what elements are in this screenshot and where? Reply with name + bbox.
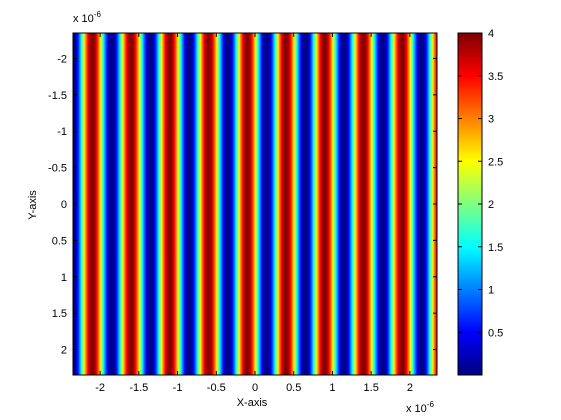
y-tick-label: -1 [57,126,67,138]
y-tick-label: 0 [61,199,67,211]
colorbar-tick-label: 2 [488,199,494,211]
colorbar-tick-label: 0.5 [488,327,503,339]
x-axis-ticks: -2 -1.5 -1 -0.5 0 0.5 1 1.5 2 [95,33,413,394]
x-tick-label: 0.5 [286,382,301,394]
colorbar-tick-label: 1.5 [488,242,503,254]
colorbar-tick-label: 2.5 [488,156,503,168]
y-tick-label: 1.5 [52,308,67,320]
x-tick-label: 1 [329,382,335,394]
x-tick-label: 0 [252,382,258,394]
y-axis-label: Y-axis [27,190,39,220]
colorbar-ticks: 0.5 1 1.5 2 2.5 3 3.5 4 [458,28,503,339]
x-exponent-label: x 10-6 [406,400,434,415]
x-tick-label: -2 [95,382,105,394]
heatmap-image [73,33,437,375]
y-exponent-label: x 10-6 [73,10,101,25]
x-tick-label: 1.5 [364,382,379,394]
colorbar-tick-label: 3.5 [488,71,503,83]
x-tick-label: -1.5 [129,382,148,394]
y-axis-ticks: -2 -1.5 -1 -0.5 0 0.5 1 1.5 2 [48,53,437,357]
x-axis-label: X-axis [237,397,268,409]
y-tick-label: 2 [61,345,67,357]
colorbar: 0.5 1 1.5 2 2.5 3 3.5 4 [457,28,503,376]
colorbar-tick-label: 1 [488,285,494,297]
x-tick-label: -0.5 [207,382,226,394]
y-tick-label: -1.5 [48,90,67,102]
y-tick-label: 1 [61,272,67,284]
plot-area: -2 -1.5 -1 -0.5 0 0.5 1 1.5 2 -2 -1.5 -1 -0.5 0 0.5 1 1… [48,32,438,394]
x-tick-label: 2 [407,382,413,394]
y-tick-label: 0.5 [52,235,67,247]
colorbar-tick-label: 4 [488,28,494,40]
y-tick-label: -2 [57,53,67,65]
x-tick-label: -1 [173,382,183,394]
colorbar-tick-label: 3 [488,114,494,126]
y-tick-label: -0.5 [48,163,67,175]
